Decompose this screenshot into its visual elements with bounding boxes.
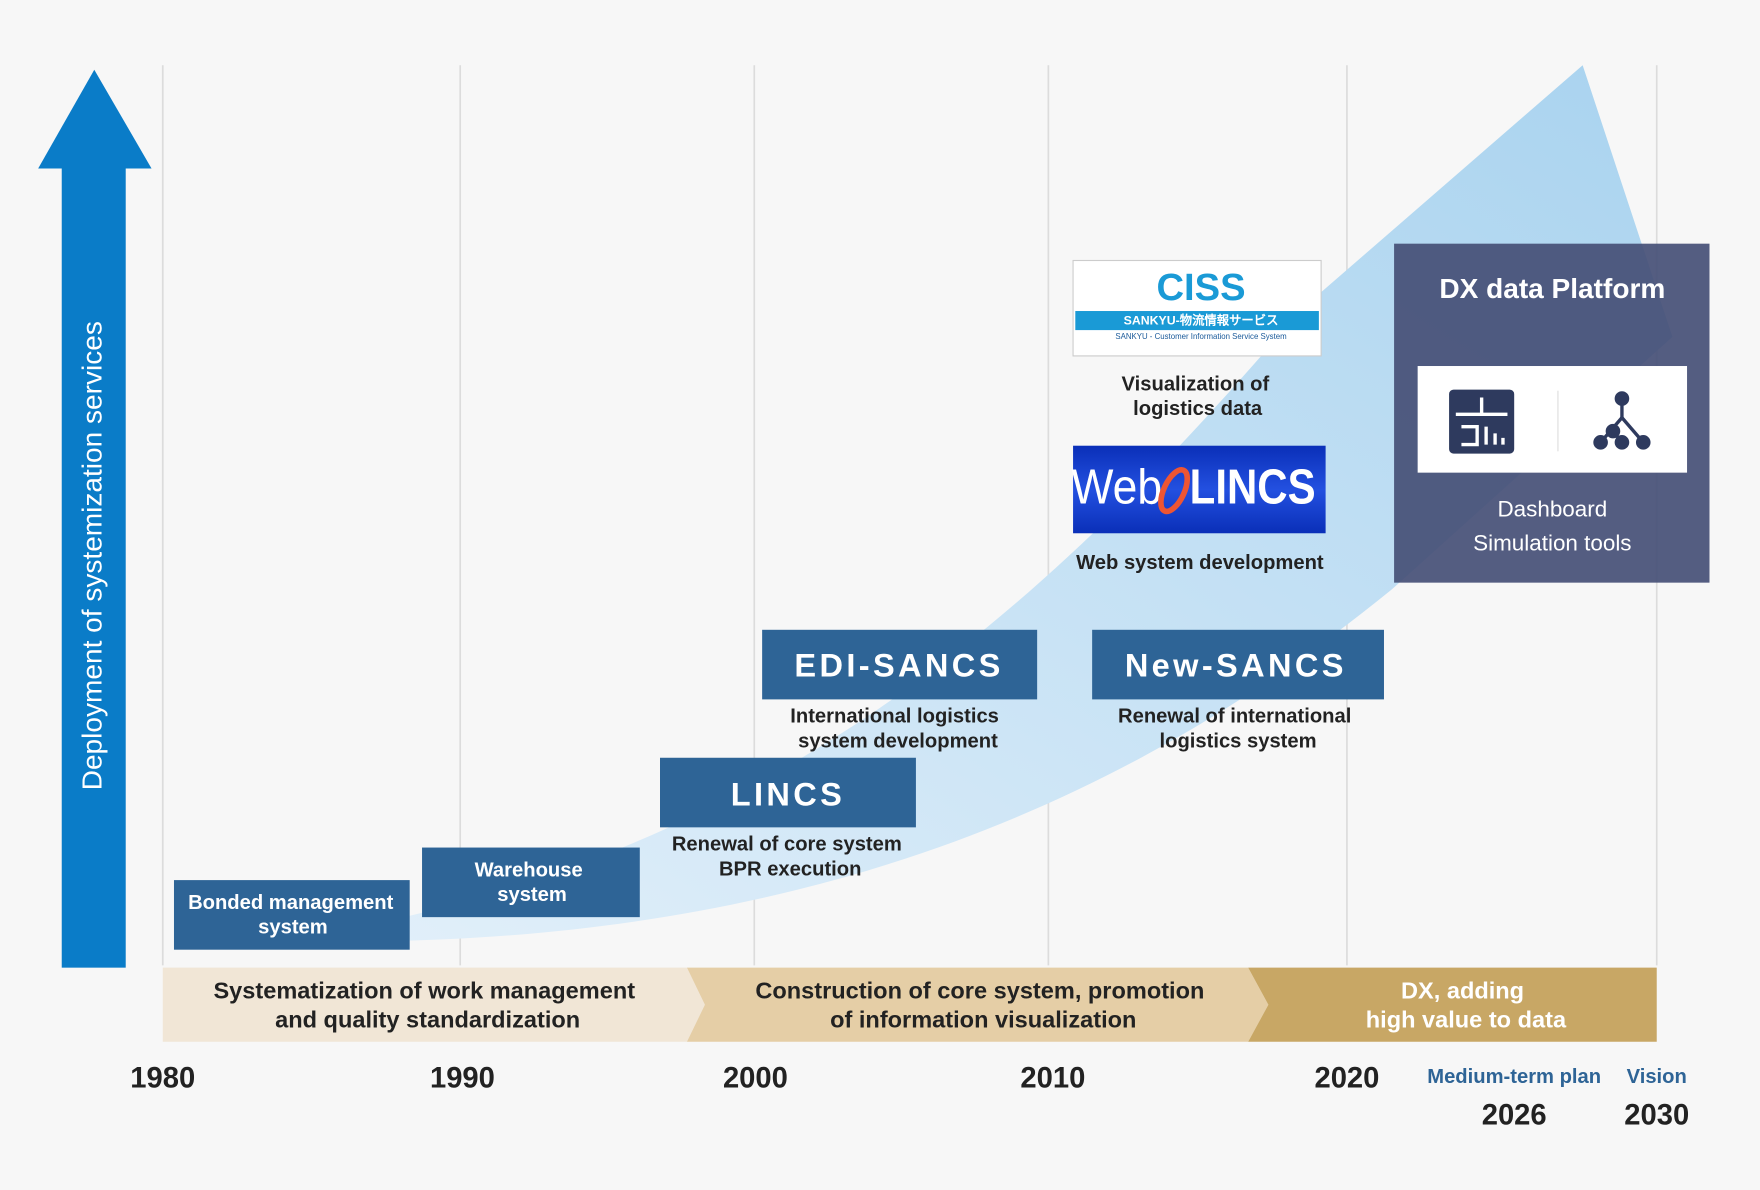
year: 1980 <box>130 1063 195 1095</box>
system-description: Renewal of core system <box>672 834 902 856</box>
growth-swoosh <box>280 65 1673 942</box>
arrow-shaft <box>61 166 126 968</box>
phase-band: Systematization of work management and q… <box>162 967 1657 1042</box>
system-box <box>762 629 1038 700</box>
year: 2020 <box>1314 1063 1379 1095</box>
dx-platform: DX data Platform Dashboard Simulation to… <box>1394 243 1710 583</box>
plan-label: Medium-term plan <box>1427 1066 1601 1088</box>
system-box <box>173 880 410 950</box>
phase <box>1248 967 1657 1042</box>
logo-text: SANKYU - Customer Information Service Sy… <box>1115 332 1287 341</box>
simulation-icon <box>1593 391 1651 450</box>
arrow-head <box>38 69 152 169</box>
dashboard-icon <box>1449 389 1515 454</box>
phase-text: of information visualization <box>830 1007 1136 1033</box>
system-title: New-SANCS <box>1125 648 1347 684</box>
dx-item: Dashboard <box>1497 497 1607 522</box>
year: 2000 <box>723 1063 788 1095</box>
year: 2010 <box>1020 1063 1085 1095</box>
logo-text: Web <box>1072 458 1163 514</box>
years: 1980 1990 2000 2010 2020 Medium-term pla… <box>130 1063 1689 1132</box>
phase <box>686 967 1269 1042</box>
logo-strip <box>1075 311 1319 331</box>
system-description: Visualization of <box>1122 373 1270 395</box>
phase-text: Systematization of work management <box>213 978 635 1004</box>
system-description: logistics data <box>1133 398 1263 420</box>
logo-text: SANKYU-物流情報サービス <box>1124 312 1279 327</box>
system-boxes: Bonded management system Warehouse syste… <box>173 629 1384 950</box>
logo-frame <box>1073 445 1326 534</box>
system-box <box>1092 629 1384 700</box>
system-title: Bonded management <box>188 892 394 914</box>
system-box <box>660 757 916 828</box>
year: 1990 <box>430 1063 495 1095</box>
system-title: EDI-SANCS <box>794 648 1003 684</box>
system-title: system <box>497 884 567 906</box>
system-description: International logistics <box>790 706 999 728</box>
system-title: system <box>258 917 328 939</box>
phase <box>162 967 705 1042</box>
logo-swirl <box>1158 467 1191 515</box>
phase-text: Construction of core system, promotion <box>755 978 1204 1004</box>
year: 2026 <box>1482 1100 1547 1132</box>
dx-item: Simulation tools <box>1473 530 1631 555</box>
dx-title: DX data Platform <box>1439 273 1665 304</box>
system-description: Renewal of international <box>1118 706 1351 728</box>
axis-label: Deployment of systemization services <box>77 321 108 790</box>
phase-text: DX, adding <box>1401 978 1524 1004</box>
logo-text: LINCS <box>1190 459 1316 514</box>
system-description: Web system development <box>1076 552 1324 574</box>
vertical-arrow: Deployment of systemization services <box>38 69 152 968</box>
system-box <box>422 847 640 918</box>
system-description: system development <box>798 730 998 752</box>
system-title: Warehouse <box>475 859 583 881</box>
dashboard-icon-detail <box>1455 397 1508 447</box>
ciss-logo: CISS SANKYU-物流情報サービス SANKYU - Customer I… <box>1072 259 1322 420</box>
system-title: LINCS <box>731 777 845 813</box>
system-description: BPR execution <box>719 858 861 880</box>
system-description: logistics system <box>1160 730 1317 752</box>
logo-frame <box>1072 259 1322 357</box>
year: 2030 <box>1624 1100 1689 1132</box>
logo-text: CISS <box>1156 266 1245 309</box>
vision-label: Vision <box>1627 1066 1687 1088</box>
weblincs-logo: Web LINCS Web system development <box>1072 445 1326 574</box>
phase-text: high value to data <box>1366 1007 1567 1033</box>
phase-text: and quality standardization <box>275 1007 580 1033</box>
